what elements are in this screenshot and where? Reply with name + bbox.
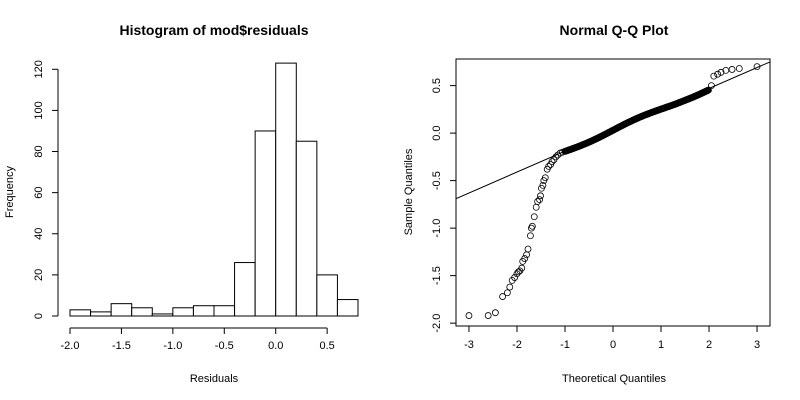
qq-point [524, 245, 532, 253]
histogram-bar [192, 305, 215, 317]
qq-x-tick-label: 1 [658, 339, 664, 351]
qq-point [523, 251, 530, 259]
qq-point [499, 293, 506, 300]
qq-point [515, 268, 522, 276]
qq-point [465, 312, 473, 319]
qq-point [536, 196, 543, 204]
qq-y-tick-label: 0.5 [431, 78, 443, 93]
histogram-x-label: Residuals [190, 373, 239, 385]
qq-y-tick-label: 0.0 [431, 125, 443, 140]
qq-point [537, 192, 544, 200]
qq-point [484, 312, 492, 319]
qq-point [710, 72, 718, 80]
histogram-x-tick-label: -1.0 [163, 340, 182, 352]
qq-x-tick-label: 0 [610, 339, 616, 351]
histogram-y-tick-label: 60 [33, 187, 45, 199]
histogram-bar [172, 307, 194, 317]
qq-point [491, 309, 499, 317]
qq-point [717, 68, 725, 76]
qq-point [521, 255, 529, 262]
qq-plot-area [456, 61, 770, 319]
histogram-x-tick-label: -0.5 [215, 340, 234, 352]
qq-point [506, 283, 514, 291]
histogram-bar [90, 311, 112, 317]
histogram-x-tick-label: 0.0 [268, 340, 283, 352]
histogram-x-tick-label: -2.0 [61, 340, 80, 352]
histogram-bars [69, 62, 359, 317]
histogram-y-tick-label: 0 [33, 313, 45, 319]
qq-title: Normal Q-Q Plot [560, 22, 669, 38]
qq-x-tick-label: -1 [560, 339, 570, 351]
histogram-y-axis: 0 20 40 60 80 100 120 [33, 60, 59, 319]
qq-point [735, 65, 743, 72]
histogram-bar [295, 140, 318, 317]
histogram-x-tick-label: -1.5 [112, 340, 131, 352]
qq-plot-frame [455, 58, 771, 327]
qq-y-tick-label: -1.5 [431, 266, 443, 285]
histogram-bar [213, 305, 236, 317]
qq-y-label: Sample Quantiles [403, 148, 415, 235]
qq-y-tick-label: -2.0 [431, 314, 443, 333]
qq-point [541, 174, 549, 182]
qq-point [548, 158, 556, 166]
histogram-bar [254, 130, 277, 317]
histogram-y-tick-label: 80 [33, 145, 45, 157]
qq-point [714, 70, 722, 78]
qq-point [552, 153, 560, 161]
qq-point [728, 66, 736, 73]
qq-point [545, 162, 553, 170]
qq-points [465, 63, 761, 319]
histogram-x-axis: -2.0 -1.5 -1.0 -0.5 0.0 0.5 [61, 327, 335, 352]
qq-panel: Normal Q-Q Plot Theoretical Quantiles Sa… [403, 22, 771, 385]
histogram-y-tick-label: 120 [33, 60, 45, 78]
histogram-bar [275, 62, 297, 317]
histogram-x-tick-label: 0.5 [319, 340, 334, 352]
qq-x-tick-label: 2 [706, 339, 712, 351]
histogram-y-label: Frequency [4, 166, 16, 218]
qq-y-tick-label: -0.5 [431, 171, 443, 190]
qq-point [532, 203, 540, 211]
qq-point [527, 232, 534, 240]
qq-point [511, 274, 518, 281]
histogram-bar [151, 313, 174, 317]
qq-point [534, 198, 542, 205]
qq-x-tick-label: -2 [512, 339, 522, 351]
histogram-title: Histogram of mod$residuals [119, 22, 308, 38]
qq-point [539, 181, 547, 189]
qq-point [530, 213, 538, 221]
qq-x-label: Theoretical Quantiles [562, 373, 666, 385]
histogram-bar [316, 274, 338, 317]
qq-point [518, 264, 526, 272]
qq-x-tick-label: -3 [464, 339, 474, 351]
histogram-panel: Histogram of mod$residuals Residuals Fre… [4, 22, 359, 385]
histogram-bar [336, 299, 359, 317]
qq-x-axis: -3 -2 -1 0 1 2 3 [464, 326, 760, 351]
qq-point [503, 289, 511, 297]
histogram-bar [110, 303, 133, 317]
histogram-y-tick-label: 20 [33, 269, 45, 281]
qq-point [528, 222, 536, 230]
qq-point [753, 63, 761, 71]
qq-y-tick-label: -1.0 [431, 219, 443, 238]
histogram-bar [69, 309, 92, 317]
histogram-y-tick-label: 100 [33, 101, 45, 119]
qq-y-axis: -2.0 -1.5 -1.0 -0.5 0.0 0.5 [431, 78, 456, 333]
qq-point [705, 86, 712, 94]
histogram-bar [234, 262, 256, 317]
histogram-bar [131, 307, 153, 317]
qq-x-tick-label: 3 [754, 339, 760, 351]
histogram-y-tick-label: 40 [33, 228, 45, 240]
